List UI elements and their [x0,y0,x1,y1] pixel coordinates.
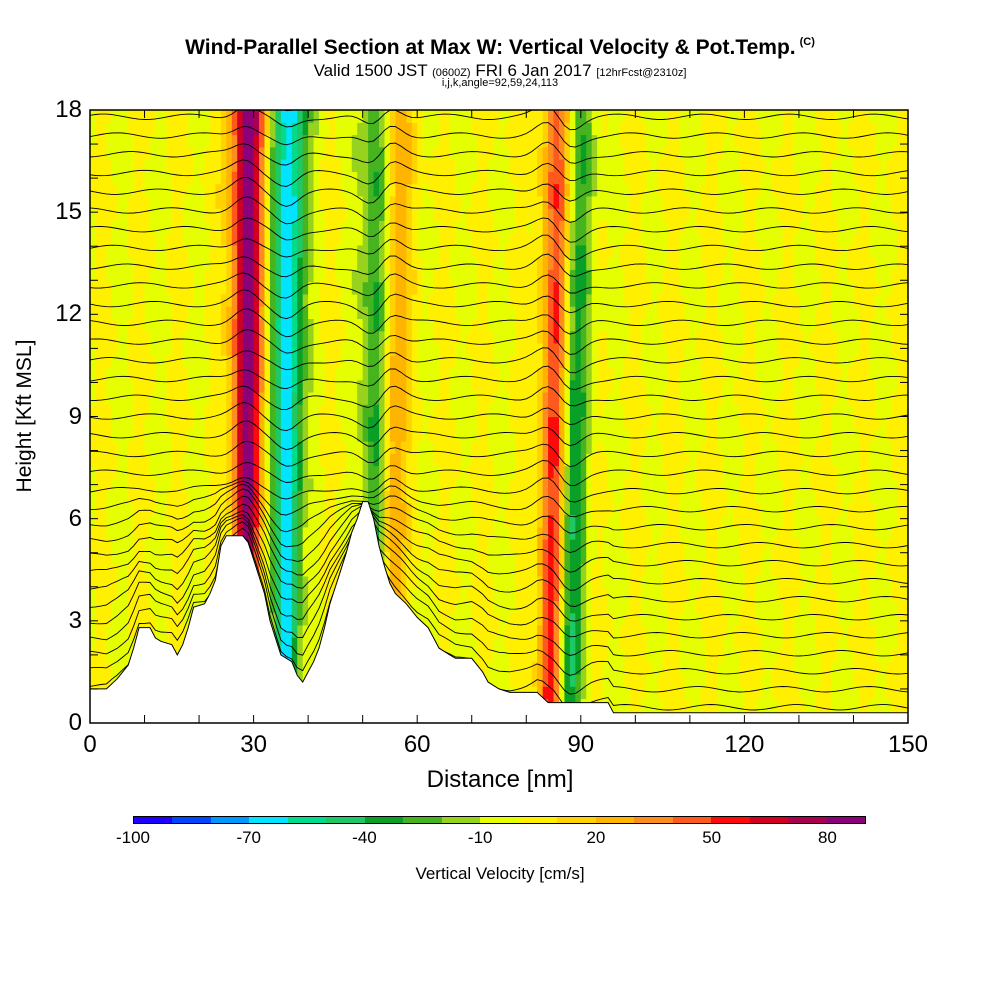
colorbar [133,816,866,824]
valid-time-label: Valid 1500 JST [313,61,428,80]
y-tick-label: 6 [68,504,82,532]
forecast-label: [12hrFcst@2310z] [596,67,687,79]
theta-contour-line [90,517,908,639]
y-axis-label: Height [Kft MSL] [13,339,36,493]
y-tick-label: 0 [68,709,82,736]
theta-contour-line [90,122,908,148]
chart-title-text: Wind-Parallel Section at Max W: Vertical… [185,36,796,59]
colorbar-tick-label: -10 [467,828,493,847]
y-tick-label: 15 [55,198,82,226]
theta-contour-line [90,141,908,166]
colorbar-swatch [172,817,211,823]
theta-contour-line [90,508,908,607]
theta-contour-line [90,329,908,355]
colorbar-label: Vertical Velocity [cm/s] [415,864,585,883]
indices-label: i,j,k,angle=92,59,24,113 [441,77,559,89]
theta-contour-line [90,234,908,261]
theta-contour-line [90,483,908,534]
colorbar-swatch [749,817,788,823]
colorbar-swatch [287,817,327,823]
chart-title: Wind-Parallel Section at Max W: Vertical… [0,36,1000,60]
valid-date-label: FRI 6 Jan 2017 [475,61,592,80]
theta-contour-line [90,440,908,468]
colorbar-swatch [787,817,827,823]
theta-contour-line [90,460,908,486]
x-axis-label: Distance [nm] [426,766,574,793]
colorbar-swatch [480,817,519,823]
colorbar-swatch [326,817,365,823]
x-tick-label: 60 [403,731,431,758]
colorbar-tick-label: 20 [586,828,606,847]
x-tick-label: 120 [724,731,765,758]
theta-contour-line [90,110,908,131]
velocity-field [90,110,908,723]
colorbar-tick-label: -40 [352,828,377,847]
theta-contour-line [90,521,908,657]
theta-contour-line [90,477,908,503]
colorbar-swatch [634,817,673,823]
colorbar-swatch [134,817,173,823]
theta-contour-line [90,503,908,591]
theta-contour-line [90,253,908,278]
terrain-mask [89,501,909,724]
theta-contour-line [90,196,908,225]
x-tick-label: 30 [240,731,267,758]
x-tick-label: 90 [567,731,595,758]
theta-contour-line [283,110,575,112]
theta-contour-line [90,420,908,451]
colorbar-tick-label: -70 [236,828,262,847]
colorbar-swatch [595,817,635,823]
theta-contour-line [90,272,908,299]
theta-contour-line [90,365,908,391]
colorbar-swatch [826,817,865,823]
y-tick-label: 18 [55,96,82,123]
chart-title-mark: (C) [799,36,815,48]
y-tick-label: 12 [55,300,82,328]
theta-contour-line [90,159,908,187]
colorbar-swatch [210,817,250,823]
colorbar-swatch [711,817,750,823]
y-tick-label: 3 [68,606,82,634]
valid-utc-label: (0600Z) [432,67,471,79]
colorbar-swatch [441,817,481,823]
theta-contour-line [90,495,908,573]
theta-contour-line [90,177,908,207]
colorbar-swatch [518,817,558,823]
theta-contour-line [90,402,908,432]
colorbar-tick-label: -100 [115,828,151,847]
theta-contour-line [90,488,908,553]
colorbar-tick-label: 50 [702,828,722,847]
colorbar-swatch [557,817,596,823]
chart-subtitle: Valid 1500 JST (0600Z) FRI 6 Jan 2017 [1… [0,61,1000,81]
theta-contour-line [90,513,908,622]
colorbar-tick-label: 80 [817,828,837,847]
x-tick-label: 0 [83,731,97,758]
colorbar-swatch [364,817,404,823]
colorbar-swatch [403,817,442,823]
axis-ticks [89,109,909,724]
theta-contour-line [90,347,908,374]
theta-contour-line [90,480,908,518]
theta-contour-line [90,217,908,243]
y-tick-label: 9 [68,402,82,430]
theta-contour-line [90,308,908,338]
x-tick-label: 150 [887,731,929,758]
theta-contour-line [90,385,908,411]
colorbar-swatch [672,817,712,823]
colorbar-swatch [249,817,288,823]
theta-contour-line [90,289,908,320]
